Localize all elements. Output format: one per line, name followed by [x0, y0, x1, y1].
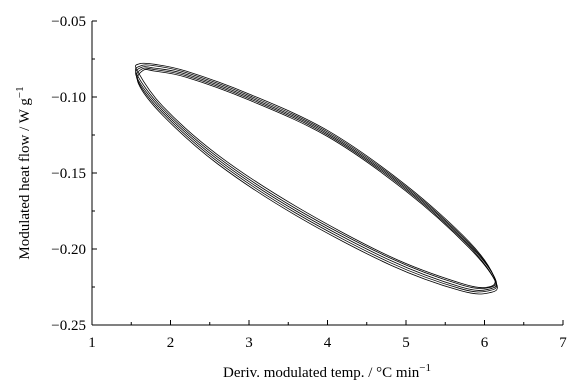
y-tick-label: −0.25 [51, 318, 86, 334]
y-tick-label: −0.10 [51, 90, 86, 106]
series-group [134, 62, 498, 295]
y-axis-label-superscript: −1 [14, 86, 26, 98]
x-axis-label: Deriv. modulated temp. / °C min−1 [223, 362, 431, 381]
x-tick-label: 6 [481, 335, 489, 351]
series-line-1 [135, 62, 496, 289]
x-tick-label: 3 [245, 335, 253, 351]
x-tick-label: 4 [324, 335, 332, 351]
x-tick-label: 1 [88, 335, 96, 351]
series-line-2 [134, 64, 497, 290]
x-ticks: 1 2 3 4 5 6 7 [88, 320, 567, 351]
y-tick-label: −0.20 [51, 242, 86, 258]
x-axis-label-text: Deriv. modulated temp. / °C min [223, 365, 420, 381]
y-tick-label: −0.15 [51, 166, 86, 182]
series-line-5 [136, 69, 498, 295]
series-line-3 [135, 66, 497, 291]
y-ticks: −0.05 −0.10 −0.15 −0.20 −0.25 [51, 14, 97, 334]
x-axis-label-superscript: −1 [419, 362, 431, 374]
x-tick-label: 2 [167, 335, 175, 351]
series-line-4 [136, 67, 497, 293]
plot-frame [91, 21, 563, 326]
x-tick-label: 5 [402, 335, 410, 351]
y-axis-label: Modulated heat flow / W g−1 [14, 86, 33, 259]
y-tick-label: −0.05 [51, 14, 86, 30]
y-axis-label-text: Modulated heat flow / W g [17, 98, 33, 260]
x-tick-label: 7 [559, 335, 567, 351]
